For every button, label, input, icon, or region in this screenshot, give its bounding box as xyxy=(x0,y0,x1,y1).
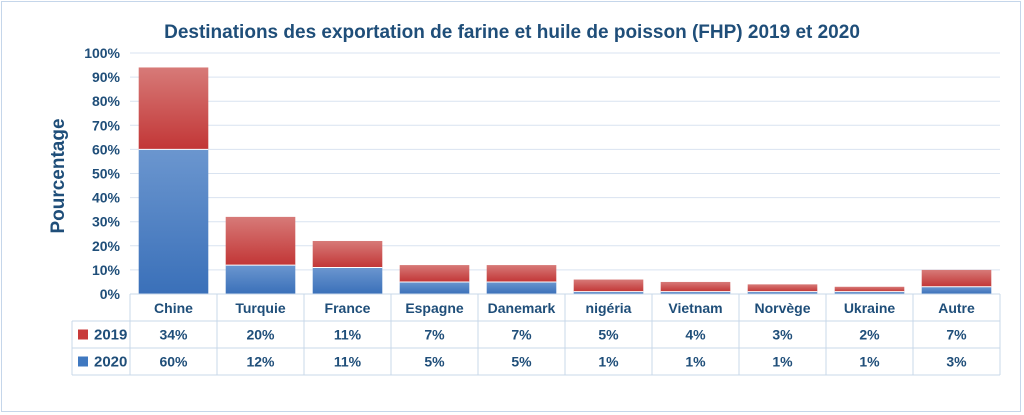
chart-title: Destinations des exportation de farine e… xyxy=(164,22,860,43)
bar-2020 xyxy=(573,291,644,294)
y-tick-label: 70% xyxy=(92,117,121,133)
data-label: 1% xyxy=(685,354,706,370)
bar-2020 xyxy=(399,281,470,294)
y-tick-label: 10% xyxy=(92,262,121,278)
x-category-label: Ukraine xyxy=(844,300,896,316)
bar-2019 xyxy=(486,265,557,282)
x-category-label: Espagne xyxy=(405,300,464,316)
bar-2019 xyxy=(225,216,296,266)
y-tick-label: 80% xyxy=(92,93,121,109)
bar-2020 xyxy=(921,286,992,294)
bar-2019 xyxy=(921,269,992,287)
data-label: 3% xyxy=(772,327,793,343)
x-category-label: Vietnam xyxy=(668,300,722,316)
bar-2020 xyxy=(834,291,905,294)
bar-2020 xyxy=(660,291,731,294)
data-label: 1% xyxy=(598,354,619,370)
data-label: 5% xyxy=(424,354,445,370)
y-tick-label: 100% xyxy=(84,45,120,61)
data-label: 1% xyxy=(772,354,793,370)
data-label: 7% xyxy=(424,327,445,343)
data-label: 60% xyxy=(159,354,188,370)
data-label: 11% xyxy=(334,354,362,370)
y-tick-label: 30% xyxy=(92,214,121,230)
data-label: 2% xyxy=(859,327,880,343)
data-label: 5% xyxy=(598,327,619,343)
bar-2019 xyxy=(747,284,818,292)
y-axis-label: Pourcentage xyxy=(48,118,69,233)
bar-2020 xyxy=(486,281,557,294)
bar-2019 xyxy=(573,279,644,292)
bar-2019 xyxy=(138,67,209,150)
legend-label: 2020 xyxy=(94,354,127,371)
x-category-label: Autre xyxy=(938,300,975,316)
y-tick-label: 50% xyxy=(92,166,121,182)
bars xyxy=(138,67,992,294)
data-label: 12% xyxy=(246,354,275,370)
data-label: 4% xyxy=(685,327,706,343)
legend-swatch xyxy=(78,329,88,340)
y-tick-label: 20% xyxy=(92,238,121,254)
data-label: 1% xyxy=(859,354,880,370)
data-label: 34% xyxy=(159,327,188,343)
y-tick-label: 0% xyxy=(100,286,121,302)
data-label: 3% xyxy=(946,354,967,370)
bar-2019 xyxy=(312,240,383,268)
x-category-label: Norvège xyxy=(754,300,810,316)
bar-2019 xyxy=(660,281,731,292)
y-tick-label: 90% xyxy=(92,69,121,85)
bar-2020 xyxy=(225,265,296,294)
x-category-label: nigéria xyxy=(586,300,632,316)
bar-2020 xyxy=(138,149,209,294)
y-axis-ticks: 0% 10% 20% 30% 40% 50% 60% 70% 80% 90% 100% xyxy=(84,45,120,302)
legend-label: 2019 xyxy=(94,327,127,344)
x-category-label: Chine xyxy=(154,300,193,316)
data-table: Chine Turquie France Espagne Danemark nigéria… xyxy=(71,293,1001,376)
bar-2020 xyxy=(312,267,383,294)
data-label: 11% xyxy=(334,327,362,343)
data-label: 5% xyxy=(511,354,532,370)
data-label: 7% xyxy=(946,327,967,343)
x-category-label: Danemark xyxy=(488,300,556,316)
data-label: 20% xyxy=(246,327,275,343)
x-category-label: Turquie xyxy=(235,300,286,316)
bar-2020 xyxy=(747,291,818,294)
y-tick-label: 40% xyxy=(92,190,121,206)
data-label: 7% xyxy=(511,327,532,343)
bar-2019 xyxy=(834,286,905,292)
y-tick-label: 60% xyxy=(92,141,121,157)
x-category-label: France xyxy=(325,300,371,316)
bar-2019 xyxy=(399,265,470,282)
legend-swatch xyxy=(78,356,88,367)
